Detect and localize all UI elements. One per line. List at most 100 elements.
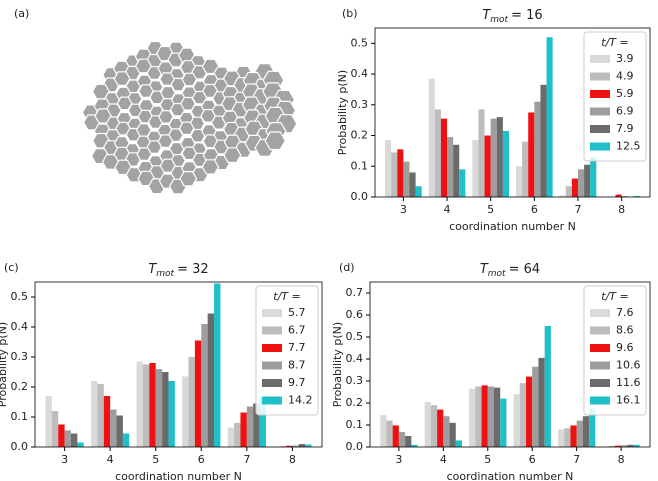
- legend-swatch: [590, 142, 610, 151]
- bar: [392, 425, 399, 447]
- bar: [522, 141, 529, 197]
- y-tick-label: 0.5: [346, 330, 364, 343]
- bar: [582, 416, 590, 447]
- x-tick-label: 3: [61, 453, 68, 466]
- bar: [136, 361, 143, 447]
- bar: [440, 118, 448, 197]
- legend-swatch: [590, 107, 610, 116]
- legend-swatch: [590, 361, 610, 370]
- bar: [621, 196, 628, 197]
- bar: [526, 376, 533, 447]
- title-text: = 32: [177, 262, 209, 277]
- title-subscript: mot: [488, 269, 506, 279]
- bar: [428, 78, 435, 197]
- legend-label: 14.2: [288, 394, 313, 407]
- bar: [459, 169, 466, 197]
- bar: [515, 166, 523, 197]
- legend-title: t/T =: [601, 290, 628, 303]
- x-tick-label: 7: [243, 453, 250, 466]
- legend-swatch: [262, 396, 282, 405]
- bar: [590, 157, 597, 197]
- y-tick-label: 0.0: [351, 190, 369, 203]
- bar: [168, 381, 175, 447]
- axes-frame: [369, 281, 651, 448]
- x-tick-label: 8: [289, 453, 296, 466]
- y-tick-label: 0.4: [11, 320, 29, 333]
- bar: [614, 445, 622, 447]
- chart-title: Tmot = 32: [148, 262, 208, 279]
- y-tick-label: 0.5: [11, 290, 29, 303]
- legend-label: 9.6: [616, 341, 634, 354]
- cell: [157, 134, 174, 148]
- bar: [397, 149, 404, 197]
- bar: [544, 326, 551, 447]
- x-tick-label: 5: [487, 203, 494, 216]
- panel-label: (c): [4, 261, 19, 274]
- bar: [403, 161, 410, 197]
- legend-title: t/T =: [601, 36, 628, 49]
- legend-label: 7.6: [616, 306, 634, 319]
- y-tick-label: 0.5: [351, 36, 369, 49]
- bar: [519, 383, 526, 447]
- bar: [496, 117, 503, 197]
- legend-swatch: [262, 361, 282, 370]
- x-tick-label: 5: [484, 453, 491, 466]
- y-tick-label: 0.2: [346, 396, 364, 409]
- bar: [490, 118, 497, 197]
- y-tick-label: 0.4: [346, 352, 364, 365]
- panel-label: (d): [339, 261, 355, 274]
- bar: [570, 425, 577, 447]
- chart-title: Tmot = 64: [480, 262, 540, 279]
- x-tick-label: 7: [573, 453, 580, 466]
- x-axis-label: coordination number N: [115, 470, 242, 481]
- x-tick-label: 7: [574, 203, 581, 216]
- bar: [97, 384, 104, 447]
- bar: [538, 357, 545, 447]
- bar: [58, 424, 65, 447]
- legend-swatch: [262, 326, 282, 335]
- bar: [45, 396, 52, 447]
- x-tick-label: 6: [531, 203, 538, 216]
- x-axis-label: coordination number N: [447, 470, 574, 481]
- bar: [571, 178, 578, 197]
- bar: [386, 420, 393, 447]
- y-axis-label: Probability p(N): [0, 322, 9, 407]
- bar: [447, 137, 454, 197]
- axes-frame: [34, 281, 323, 448]
- x-tick-label: 3: [400, 203, 407, 216]
- bar: [469, 388, 476, 447]
- legend-swatch: [590, 55, 610, 63]
- cell: [190, 128, 206, 143]
- bar: [528, 112, 535, 197]
- legend-swatch: [590, 309, 610, 317]
- y-axis-label: Probability p(N): [331, 322, 344, 407]
- legend-label: 6.7: [288, 324, 306, 337]
- bar: [405, 436, 412, 447]
- legend-swatch: [590, 90, 610, 98]
- legend-label: 12.5: [616, 140, 641, 153]
- bar: [633, 196, 640, 197]
- legend-label: 5.7: [288, 306, 306, 319]
- x-axis-label: coordination number N: [449, 220, 576, 233]
- bar: [51, 411, 59, 447]
- bar: [513, 394, 520, 447]
- legend-label: 3.9: [616, 52, 634, 65]
- bar: [615, 194, 622, 197]
- bar: [577, 169, 585, 197]
- bar: [286, 445, 293, 447]
- cell: [179, 171, 198, 187]
- bar: [188, 357, 195, 447]
- bar: [546, 37, 553, 197]
- bar: [478, 109, 485, 197]
- bar: [391, 152, 398, 197]
- legend-label: 9.7: [288, 376, 306, 389]
- bar: [453, 144, 460, 197]
- x-tick-label: 4: [440, 453, 447, 466]
- bar: [64, 430, 71, 447]
- bar: [385, 140, 392, 197]
- bar: [484, 135, 491, 197]
- bar: [633, 444, 640, 447]
- y-tick-label: 0.1: [11, 410, 29, 423]
- bar: [424, 401, 431, 447]
- bar: [142, 364, 150, 447]
